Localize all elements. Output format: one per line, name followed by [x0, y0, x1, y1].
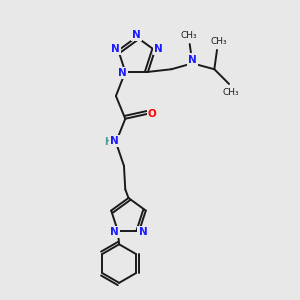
Text: N: N — [118, 68, 127, 78]
Text: N: N — [188, 55, 197, 64]
Text: N: N — [110, 136, 119, 146]
Text: O: O — [148, 109, 156, 119]
Text: N: N — [139, 227, 147, 237]
Text: N: N — [111, 44, 119, 54]
Text: N: N — [110, 227, 118, 237]
Text: H: H — [104, 137, 112, 147]
Text: N: N — [132, 30, 141, 40]
Text: CH₃: CH₃ — [210, 37, 227, 46]
Text: N: N — [154, 44, 163, 54]
Text: CH₃: CH₃ — [222, 88, 239, 97]
Text: CH₃: CH₃ — [181, 31, 197, 40]
